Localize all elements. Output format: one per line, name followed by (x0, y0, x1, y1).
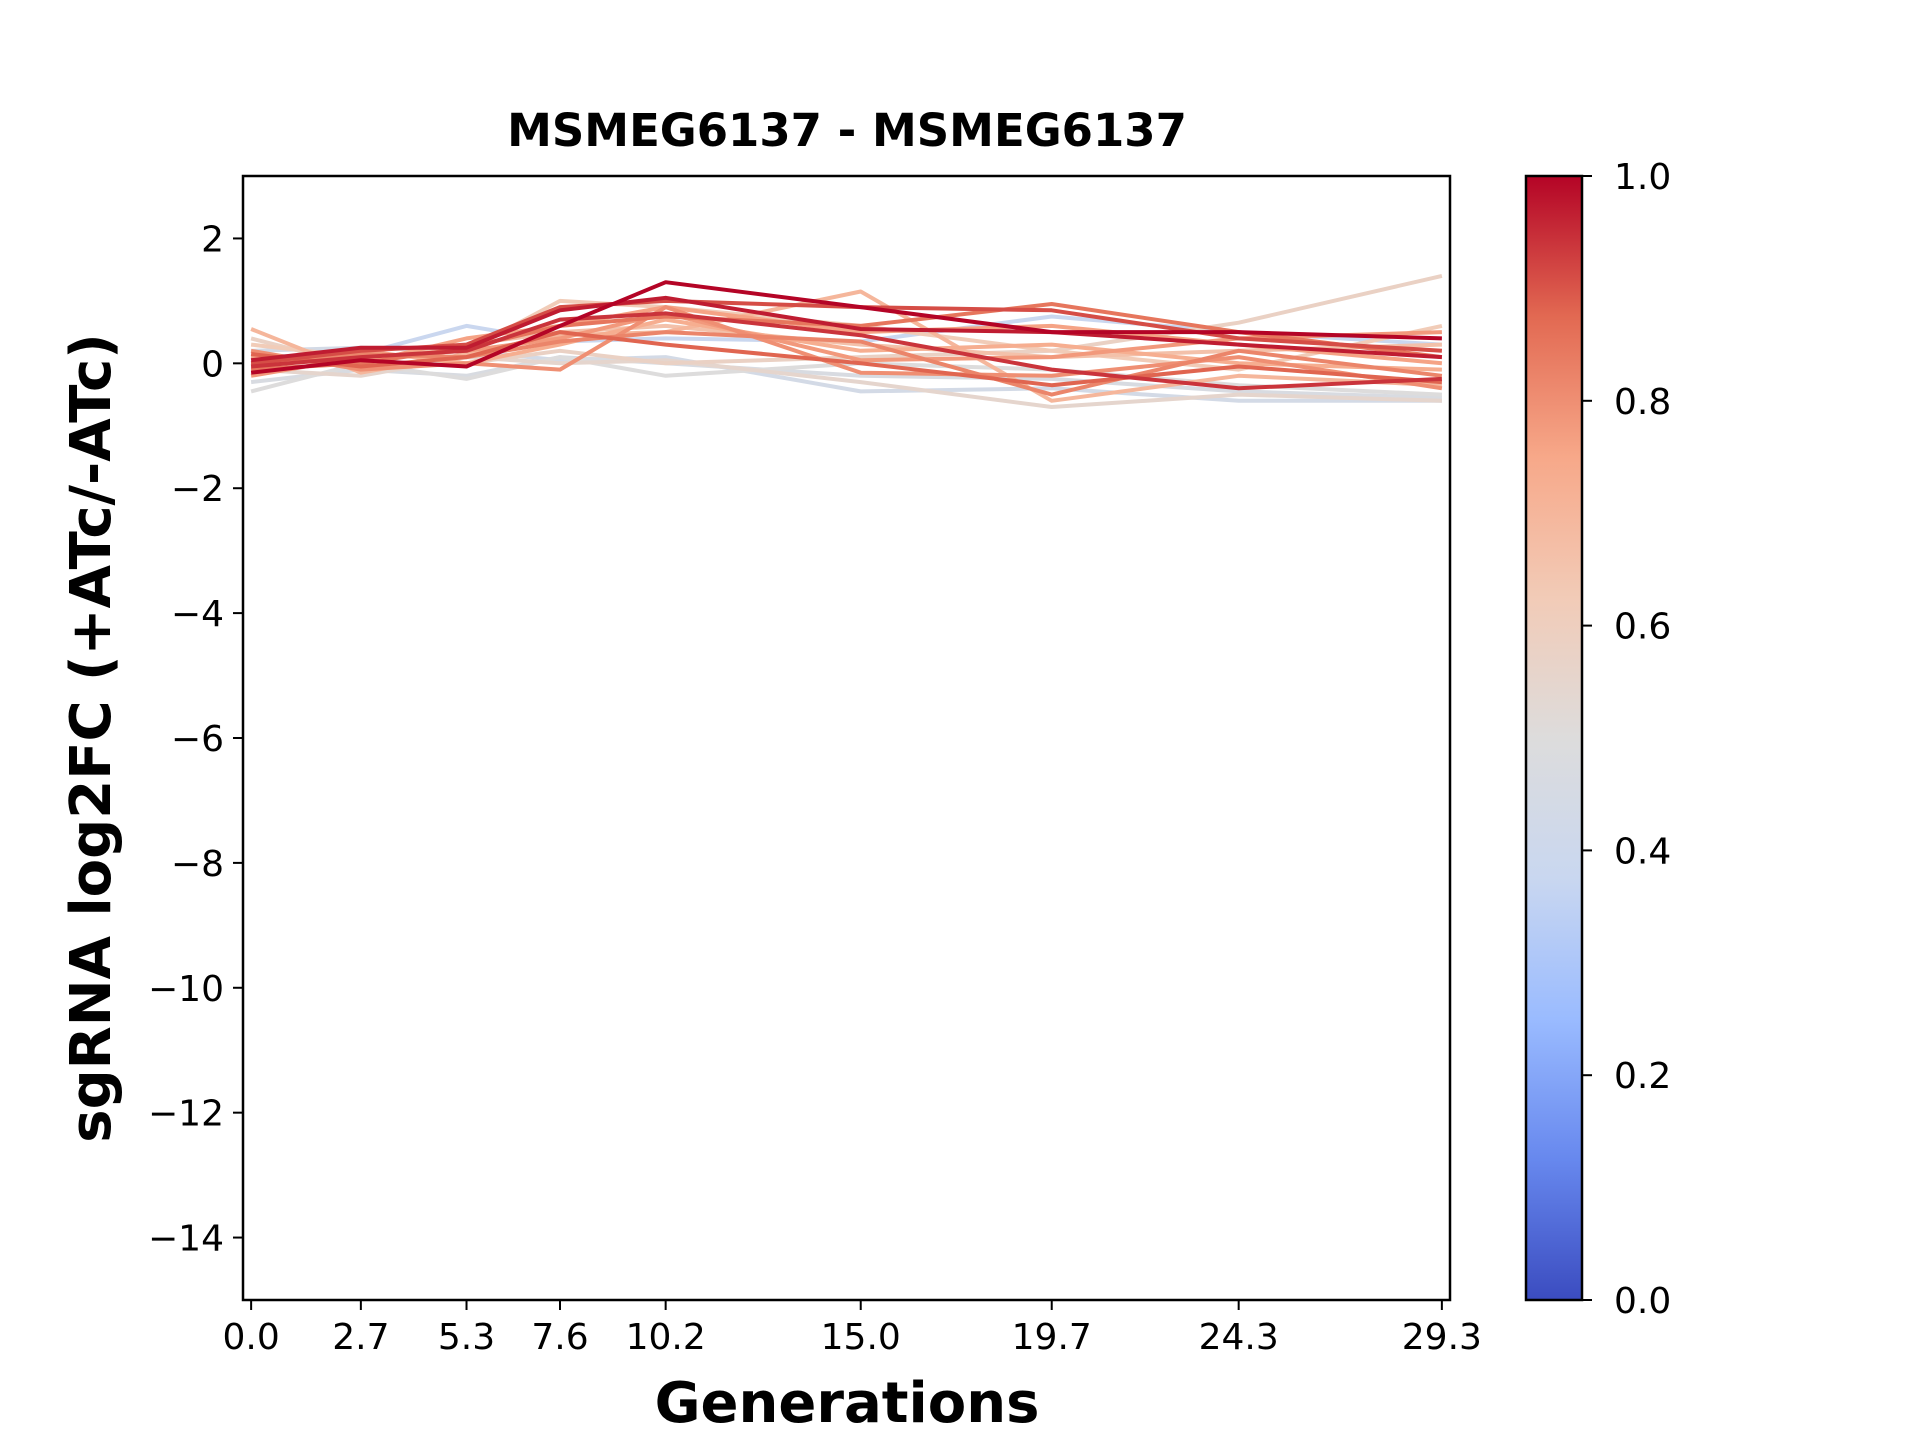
y-tick-label: 2 (201, 219, 224, 260)
x-tick-label: 15.0 (821, 1317, 901, 1358)
x-tick-label: 19.7 (1012, 1317, 1092, 1358)
x-tick-label: 24.3 (1199, 1317, 1279, 1358)
series-line-1 (251, 314, 1443, 360)
series-layer (250, 273, 1443, 409)
y-axis: 2 0 −2 −4 −6 −8 −10 −12 −14 (148, 219, 243, 1260)
series-line-18 (250, 311, 1442, 391)
colorbar-tick-label: 0.6 (1614, 607, 1671, 648)
colorbar-gradient (1524, 174, 1584, 1302)
y-tick-label: −4 (171, 594, 224, 635)
y-tick-label: −2 (171, 469, 224, 510)
chart-title: MSMEG6137 - MSMEG6137 (507, 104, 1187, 157)
colorbar: 0.0 0.2 0.4 0.6 0.8 1.0 (1524, 157, 1671, 1322)
x-tick-label: 7.6 (531, 1317, 588, 1358)
y-tick-label: −12 (148, 1094, 224, 1135)
y-tick-label: −10 (148, 969, 224, 1010)
y-tick-label: −8 (171, 844, 224, 885)
x-tick-label: 29.3 (1402, 1317, 1482, 1358)
series-line-13 (250, 305, 1443, 391)
series-line-20 (250, 280, 1442, 375)
y-tick-label: −14 (148, 1219, 224, 1260)
series-line-19 (250, 295, 1443, 363)
x-tick-label: 0.0 (222, 1317, 279, 1358)
colorbar-ticks: 0.0 0.2 0.4 0.6 0.8 1.0 (1582, 157, 1671, 1322)
x-axis: 0.0 2.7 5.3 7.6 10.2 15.0 19.7 24.3 29.3 (222, 1300, 1482, 1358)
colorbar-tick-label: 0.2 (1614, 1056, 1671, 1097)
y-axis-label: sgRNA log2FC (+ATc/-ATc) (59, 333, 124, 1143)
x-axis-label: Generations (655, 1371, 1040, 1436)
x-tick-label: 2.7 (332, 1317, 389, 1358)
plot-area (241, 174, 1452, 1302)
colorbar-tick-label: 0.0 (1614, 1281, 1671, 1322)
series-line-15 (250, 302, 1443, 372)
y-tick-label: −6 (171, 719, 224, 760)
colorbar-tick-label: 0.8 (1614, 382, 1671, 423)
x-tick-label: 5.3 (438, 1317, 495, 1358)
colorbar-tick-label: 1.0 (1614, 157, 1671, 198)
series-line-5 (250, 355, 1442, 409)
y-tick-label: 0 (201, 344, 224, 385)
x-tick-label: 10.2 (626, 1317, 706, 1358)
colorbar-tick-label: 0.4 (1614, 831, 1671, 872)
